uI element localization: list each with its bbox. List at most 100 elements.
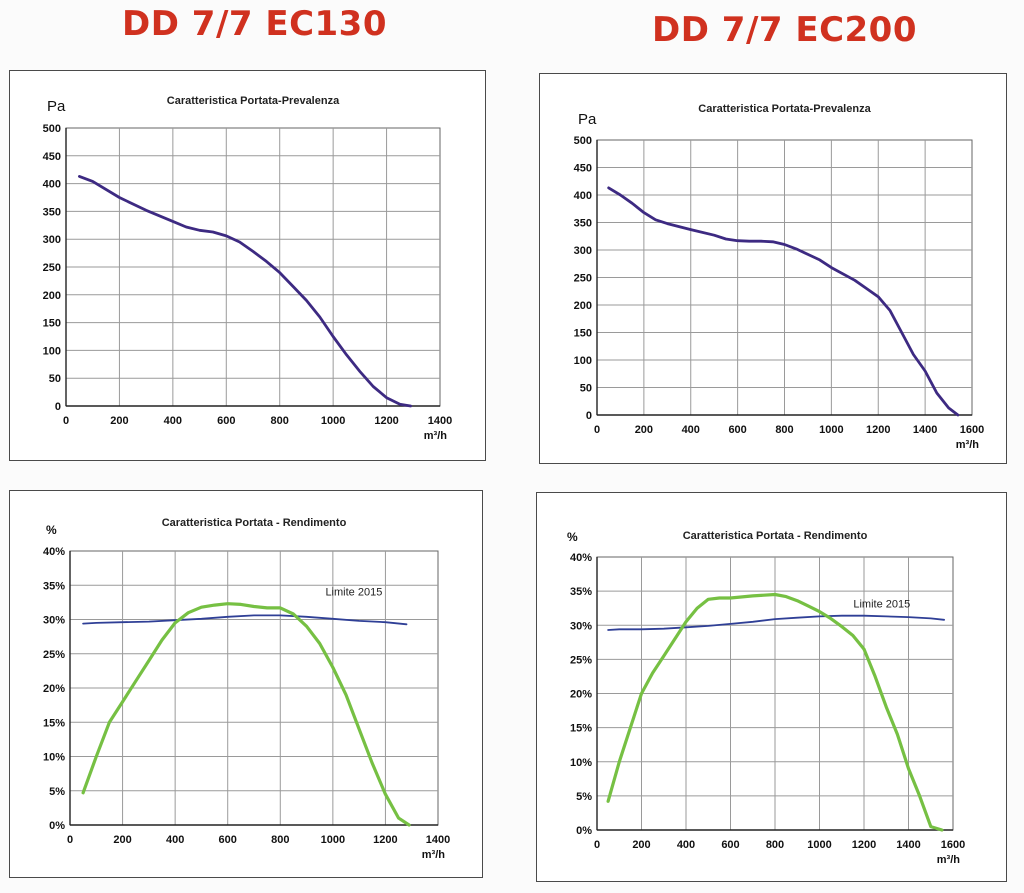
y-tick-label: 15% [570,723,592,735]
y-tick-label: 100 [43,345,61,357]
y-tick-label: 250 [43,262,61,274]
annotation-limite-2015: Limite 2015 [853,599,910,611]
y-tick-label: 400 [43,179,61,191]
y-tick-label: 300 [574,245,592,257]
x-tick-label: 600 [219,834,237,846]
y-axis-label: Pa [578,111,597,128]
y-tick-label: 200 [43,290,61,302]
x-axis-unit-label: m³/h [937,854,961,866]
y-tick-label: 0% [576,825,592,837]
y-tick-label: 20% [570,689,592,701]
y-tick-label: 20% [43,683,65,695]
x-tick-label: 200 [113,834,131,846]
y-tick-label: 100 [574,355,592,367]
chart-svg-ec130-efficiency: Caratteristica Portata - Rendimento% 0% 5%… [43,517,450,861]
y-tick-label: 150 [43,318,61,330]
x-tick-label: 600 [721,839,739,851]
y-tick-label: 450 [574,163,592,175]
y-tick-label: 50 [49,373,61,385]
y-tick-label: 450 [43,151,61,163]
y-tick-label: 30% [43,615,65,627]
x-tick-label: 1400 [896,839,920,851]
y-tick-label: 400 [574,190,592,202]
y-tick-label: 25% [43,649,65,661]
y-tick-label: 35% [570,586,592,598]
x-tick-label: 1200 [866,424,890,436]
y-tick-label: 300 [43,234,61,246]
y-tick-label: 5% [576,791,592,803]
series-line-1 [78,175,413,408]
series-line-1 [607,614,946,631]
x-tick-label: 1000 [321,415,345,427]
x-tick-label: 0 [594,839,600,851]
x-tick-label: 800 [271,834,289,846]
y-tick-label: 40% [43,546,65,558]
y-tick-label: 40% [570,552,592,564]
y-tick-label: 250 [574,273,592,285]
y-tick-label: 150 [574,328,592,340]
x-axis-unit-label: m³/h [956,439,980,451]
x-tick-label: 1400 [428,415,452,427]
x-tick-label: 1000 [819,424,843,436]
chart-svg-ec130-pressure: Caratteristica Portata-Prevalenza Pa 0 50 10… [43,95,453,442]
x-tick-label: 1600 [941,839,965,851]
y-axis-label: Pa [47,98,66,115]
x-tick-label: 800 [766,839,784,851]
x-tick-label: 400 [166,834,184,846]
x-tick-label: 1000 [321,834,345,846]
y-tick-label: 0 [586,410,592,422]
y-tick-label: 15% [43,717,65,729]
x-tick-label: 600 [728,424,746,436]
chart-panel-ec200-pressure: Caratteristica Portata-Prevalenza Pa 0 50 10… [539,73,1007,464]
x-tick-label: 400 [164,415,182,427]
y-tick-label: 35% [43,580,65,592]
x-tick-label: 800 [775,424,793,436]
y-tick-label: 0 [55,401,61,413]
chart-svg-ec200-pressure: Caratteristica Portata-Prevalenza Pa 0 50 10… [574,103,985,451]
x-tick-label: 600 [217,415,235,427]
x-tick-label: 1000 [807,839,831,851]
x-tick-label: 0 [63,415,69,427]
x-tick-label: 1400 [426,834,450,846]
x-tick-label: 400 [677,839,695,851]
series-line-2 [81,602,411,827]
y-tick-label: 350 [574,218,592,230]
series-line-1 [607,186,960,417]
y-axis-label: % [567,530,578,544]
x-tick-label: 1200 [373,834,397,846]
x-tick-label: 200 [632,839,650,851]
y-tick-label: 350 [43,206,61,218]
x-tick-label: 800 [271,415,289,427]
x-tick-label: 200 [110,415,128,427]
x-tick-label: 0 [594,424,600,436]
y-tick-label: 10% [570,757,592,769]
chart-title: Caratteristica Portata-Prevalenza [167,95,340,107]
y-axis-label: % [46,523,57,537]
model-title-ec130: DD 7/7 EC130 [122,4,388,44]
x-axis-unit-label: m³/h [422,849,446,861]
y-tick-label: 25% [570,654,592,666]
model-title-ec200: DD 7/7 EC200 [652,10,918,50]
y-tick-label: 500 [574,135,592,147]
chart-panel-ec130-efficiency: Caratteristica Portata - Rendimento% 0% 5%… [9,490,483,878]
y-tick-label: 10% [43,752,65,764]
y-tick-label: 5% [49,786,65,798]
x-tick-label: 1200 [852,839,876,851]
y-tick-label: 200 [574,300,592,312]
x-tick-label: 200 [635,424,653,436]
x-tick-label: 1200 [374,415,398,427]
x-axis-unit-label: m³/h [424,430,448,442]
chart-title: Caratteristica Portata - Rendimento [162,517,347,529]
y-tick-label: 30% [570,620,592,632]
series-line-1 [82,614,408,626]
annotation-limite-2015: Limite 2015 [325,587,382,599]
x-tick-label: 1400 [913,424,937,436]
x-tick-label: 400 [682,424,700,436]
chart-title: Caratteristica Portata-Prevalenza [698,103,871,115]
series-line-2 [606,592,944,832]
chart-panel-ec200-efficiency: Caratteristica Portata - Rendimento% 0% 5%… [536,492,1007,882]
chart-title: Caratteristica Portata - Rendimento [683,530,868,542]
y-tick-label: 50 [580,383,592,395]
x-tick-label: 1600 [960,424,984,436]
chart-svg-ec200-efficiency: Caratteristica Portata - Rendimento% 0% 5%… [567,530,965,866]
